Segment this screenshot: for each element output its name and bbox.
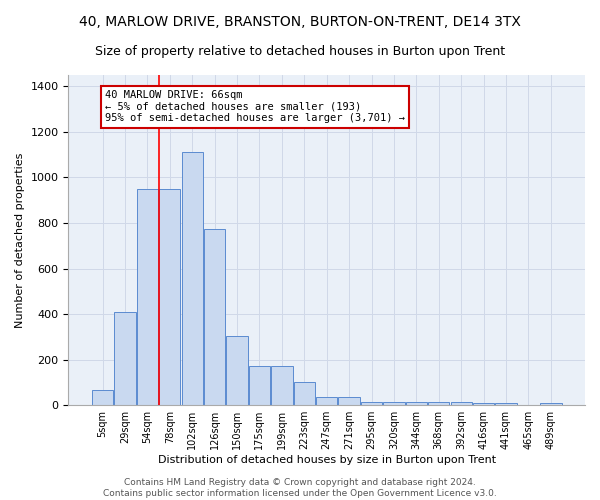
Bar <box>137 189 158 405</box>
Bar <box>496 403 517 405</box>
Bar <box>249 366 270 405</box>
Bar <box>271 366 293 405</box>
X-axis label: Distribution of detached houses by size in Burton upon Trent: Distribution of detached houses by size … <box>158 455 496 465</box>
Bar <box>406 402 427 405</box>
Bar <box>473 403 494 405</box>
Bar <box>361 402 382 405</box>
Text: 40, MARLOW DRIVE, BRANSTON, BURTON-ON-TRENT, DE14 3TX: 40, MARLOW DRIVE, BRANSTON, BURTON-ON-TR… <box>79 15 521 29</box>
Bar <box>182 152 203 405</box>
Bar <box>338 397 360 405</box>
Bar <box>540 403 562 405</box>
Bar <box>226 336 248 405</box>
Bar <box>92 390 113 405</box>
Bar <box>159 189 181 405</box>
Bar <box>451 402 472 405</box>
Text: Size of property relative to detached houses in Burton upon Trent: Size of property relative to detached ho… <box>95 45 505 58</box>
Bar <box>383 402 404 405</box>
Text: Contains HM Land Registry data © Crown copyright and database right 2024.
Contai: Contains HM Land Registry data © Crown c… <box>103 478 497 498</box>
Text: 40 MARLOW DRIVE: 66sqm
← 5% of detached houses are smaller (193)
95% of semi-det: 40 MARLOW DRIVE: 66sqm ← 5% of detached … <box>105 90 405 124</box>
Bar <box>115 312 136 405</box>
Y-axis label: Number of detached properties: Number of detached properties <box>15 152 25 328</box>
Bar <box>428 402 449 405</box>
Bar <box>316 397 337 405</box>
Bar <box>293 382 315 405</box>
Bar <box>204 228 225 405</box>
